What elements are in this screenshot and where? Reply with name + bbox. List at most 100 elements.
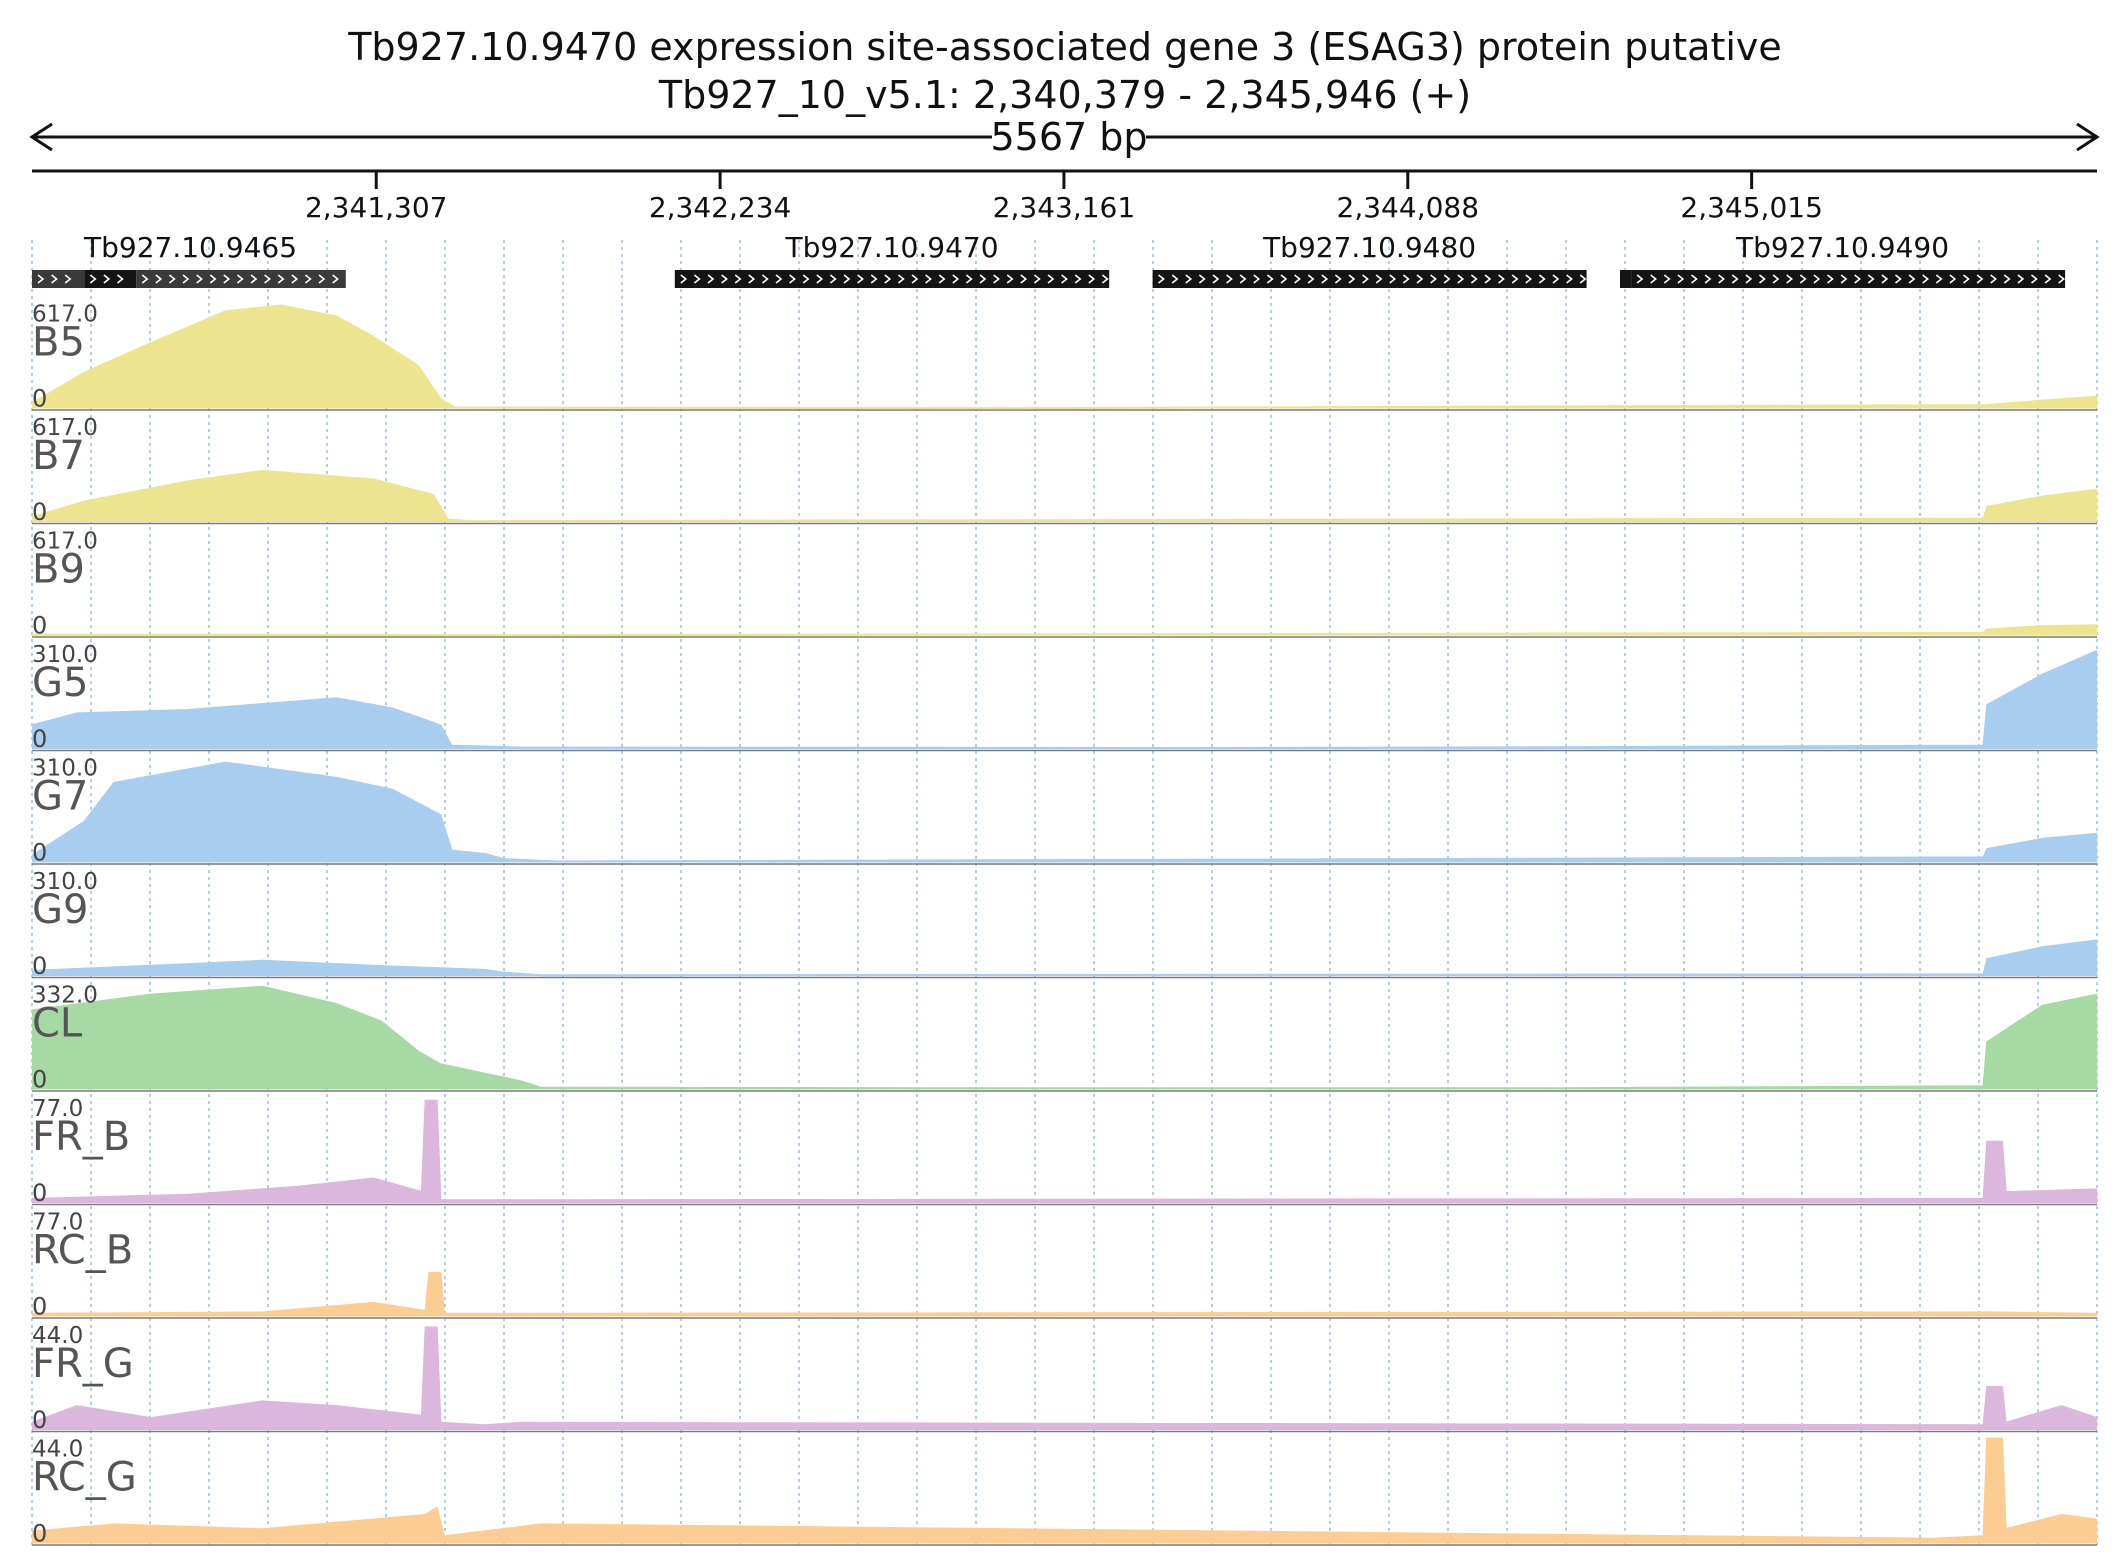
strand-arrow-icon (196, 274, 203, 284)
strand-arrow-icon (1047, 274, 1055, 284)
strand-arrow-icon (117, 274, 124, 284)
strand-arrow-icon (1990, 274, 1997, 284)
strand-arrow-icon (1033, 274, 1041, 284)
chart-subtitle: Tb927_10_v5.1: 2,340,379 - 2,345,946 (+) (658, 73, 1471, 117)
strand-arrow-icon (168, 274, 176, 284)
strand-arrow-icon (1171, 274, 1179, 284)
strand-arrow-icon (1922, 274, 1929, 284)
strand-arrow-icon (182, 274, 190, 284)
strand-arrow-icon (1280, 274, 1288, 284)
strand-arrow-icon (1088, 274, 1096, 284)
strand-arrow-icon (1731, 274, 1739, 284)
coverage-line (31, 985, 2098, 1090)
strand-arrow-icon (1745, 274, 1753, 284)
strand-arrow-icon (1963, 274, 1970, 284)
track-max-label: 332.0 (32, 983, 98, 1009)
strand-arrow-icon (1813, 274, 1821, 284)
track-zero-label: 0 (32, 385, 47, 413)
strand-arrow-icon (1949, 274, 1957, 284)
gene-feature (32, 270, 85, 288)
track-rc-b: 77.0RC_B 0 (31, 1210, 2098, 1321)
strand-arrow-icon (2031, 274, 2038, 284)
x-tick-label: 2,342,234 (649, 191, 792, 224)
strand-arrow-icon (952, 274, 960, 284)
track-max-label: 310.0 (32, 756, 98, 782)
strand-arrow-icon (761, 274, 769, 284)
strand-arrow-icon (1552, 274, 1560, 284)
strand-arrow-icon (1895, 274, 1902, 284)
strand-arrow-icon (304, 274, 312, 284)
track-zero-label: 0 (32, 839, 47, 867)
strand-arrow-icon (1718, 274, 1725, 284)
strand-arrow-icon (1704, 274, 1712, 284)
track-max-label: 617.0 (32, 302, 98, 328)
strand-arrow-icon (1799, 274, 1807, 284)
strand-arrow-icon (1158, 274, 1165, 284)
strand-arrow-icon (843, 274, 851, 284)
strand-arrow-icon (965, 274, 973, 284)
strand-arrow-icon (1389, 274, 1397, 284)
strand-arrow-icon (318, 274, 326, 284)
strand-arrow-icon (1854, 274, 1861, 284)
coverage-line (31, 939, 2098, 977)
span-arrow-left-icon (29, 122, 53, 152)
coverage-line (31, 1271, 2098, 1315)
coverage-area (32, 625, 2097, 636)
coverage-line (31, 761, 2098, 863)
gridlines (31, 240, 2098, 1546)
strand-arrow-icon (332, 274, 339, 284)
track-name: B5 (32, 320, 85, 366)
coverage-line (31, 1099, 2098, 1202)
strand-arrow-icon (911, 274, 919, 284)
track-name: RC_B (32, 1228, 133, 1274)
strand-arrow-icon (1020, 274, 1028, 284)
track-max-label: 617.0 (32, 529, 98, 555)
strand-arrow-icon (1348, 274, 1356, 284)
coverage-area (32, 1272, 2097, 1317)
strand-arrow-icon (1881, 274, 1889, 284)
strand-arrow-icon (1307, 274, 1315, 284)
strand-arrow-icon (1334, 274, 1342, 284)
strand-arrow-icon (264, 274, 271, 284)
track-g9: 310.0G9 0 (31, 869, 2098, 980)
strand-arrow-icon (1663, 274, 1671, 284)
track-zero-label: 0 (32, 725, 47, 753)
strand-arrow-icon (1867, 274, 1875, 284)
coverage-line (31, 624, 2098, 637)
strand-arrow-icon (1253, 274, 1261, 284)
strand-arrow-icon (721, 274, 728, 284)
strand-arrow-icon (223, 274, 231, 284)
strand-arrow-icon (1636, 274, 1644, 284)
coverage-line (31, 469, 2098, 523)
strand-arrow-icon (707, 274, 715, 284)
strand-arrow-icon (993, 274, 1000, 284)
track-zero-label: 0 (32, 1406, 47, 1434)
strand-arrow-icon (1908, 274, 1916, 284)
track-fr-g: 44.0FR_G 0 (31, 1323, 2098, 1434)
strand-arrow-icon (1402, 274, 1410, 284)
strand-arrow-icon (884, 274, 892, 284)
coverage-line (31, 304, 2098, 410)
strand-arrow-icon (291, 274, 299, 284)
track-g7: 310.0G7 0 (31, 756, 2098, 867)
coverage-area (32, 470, 2097, 522)
span-arrow-right-icon (2076, 122, 2100, 152)
gene-label: Tb927.10.9465 (83, 231, 297, 264)
gene-feature (84, 270, 137, 288)
strand-arrow-icon (1566, 274, 1573, 284)
gene-track: Tb927.10.9465 Tb927.10.9470 Tb927.10.9480 T… (32, 231, 2066, 288)
coverage-area (32, 305, 2097, 409)
track-name: G9 (32, 887, 88, 933)
strand-arrow-icon (734, 274, 742, 284)
strand-arrow-icon (1266, 274, 1274, 284)
track-max-label: 44.0 (32, 1323, 83, 1349)
strand-arrow-icon (2058, 274, 2065, 284)
strand-arrow-icon (89, 274, 97, 284)
strand-arrow-icon (1976, 274, 1984, 284)
strand-arrow-icon (51, 274, 58, 284)
strand-arrow-icon (1416, 274, 1424, 284)
strand-arrow-icon (1101, 274, 1109, 284)
strand-arrow-icon (1239, 274, 1247, 284)
strand-arrow-icon (1538, 274, 1546, 284)
x-axis: 2,341,307 2,342,234 2,343,161 2,344,088 2,34… (32, 169, 2097, 224)
